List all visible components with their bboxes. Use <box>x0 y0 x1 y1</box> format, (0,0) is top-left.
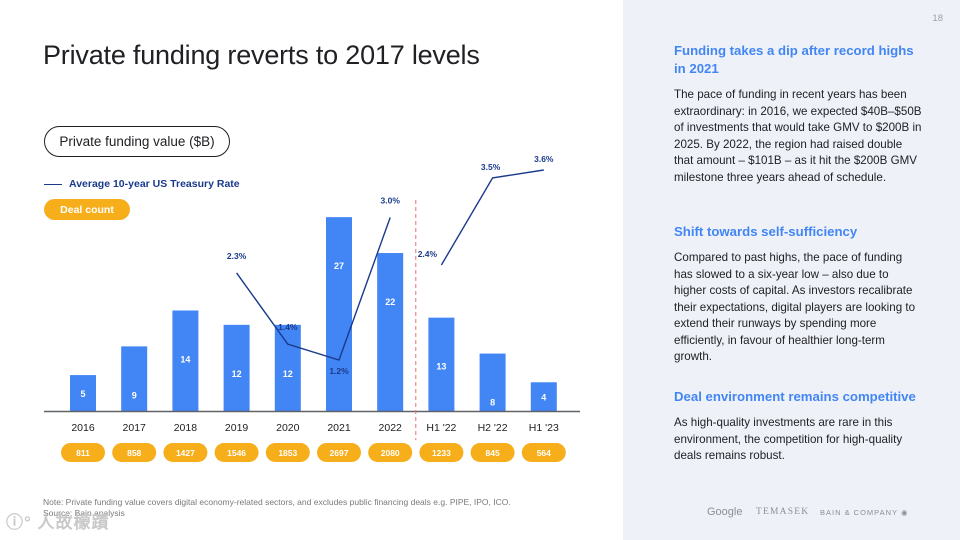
deal-count-value: 1546 <box>227 448 246 458</box>
category-label-2018: 2018 <box>174 422 198 434</box>
category-label-2016: 2016 <box>71 422 95 434</box>
watermark: ⓘ° 人故檬蹟 <box>6 513 110 532</box>
treasury-rate-label: 3.6% <box>534 154 554 164</box>
section-body: Compared to past highs, the pace of fund… <box>674 251 916 363</box>
commentary-section-deal-environment: Deal environment remains competitive As … <box>674 388 924 465</box>
treasury-rate-label: 1.4% <box>278 322 298 332</box>
bar-value-label: 22 <box>385 297 395 307</box>
bar-H2 '22 <box>479 353 506 411</box>
footnote: Note: Private funding value covers digit… <box>43 497 511 518</box>
deal-count-value: 858 <box>127 448 141 458</box>
deal-count-pill-2018 <box>163 443 208 462</box>
footnote-note: Note: Private funding value covers digit… <box>43 497 511 507</box>
footnote-source: Source: Bain analysis <box>43 507 125 518</box>
metric-pill: Private funding value ($B) <box>44 126 230 157</box>
bar-value-label: 8 <box>490 398 495 408</box>
deal-count-pill-H1 '22 <box>419 443 464 462</box>
treasury-rate-label: 3.5% <box>481 162 501 172</box>
bar-2017 <box>121 346 148 411</box>
temasek-logo: TEMASEK <box>756 507 810 517</box>
bar-H1 '22 <box>428 317 455 411</box>
deal-count-pill-H1 '23 <box>521 443 566 462</box>
deal-count-pill-2019 <box>214 443 259 462</box>
deal-count-value: 2080 <box>381 448 400 458</box>
deal-count-value: 2697 <box>330 448 349 458</box>
category-label-2019: 2019 <box>225 422 249 434</box>
deal-count-value: 845 <box>486 448 500 458</box>
bar-2019 <box>223 324 250 411</box>
bar-H1 '23 <box>530 382 557 411</box>
commentary-panel: 18 Funding takes a dip after record high… <box>623 0 960 540</box>
deal-count-pill-2022 <box>368 443 413 462</box>
deal-count-value: 1427 <box>176 448 195 458</box>
deal-count-pill-2017 <box>112 443 157 462</box>
treasury-rate-label: 2.3% <box>227 251 247 261</box>
commentary-section-funding-dip: Funding takes a dip after record highs i… <box>674 42 924 186</box>
category-label-2021: 2021 <box>327 422 351 434</box>
bain-logo: BAIN & COMPANY ◉ <box>820 508 909 517</box>
bar-value-label: 13 <box>436 362 446 372</box>
bar-2018 <box>172 310 199 411</box>
deal-count-value: 811 <box>76 448 90 458</box>
treasury-rate-label: 1.2% <box>329 366 349 376</box>
chart-panel: Private funding reverts to 2017 levels P… <box>6 40 580 532</box>
category-label-H1 '23: H1 '23 <box>529 422 559 434</box>
deal-count-pill-H2 '22 <box>470 443 515 462</box>
bar-2021 <box>326 217 352 411</box>
section-body: As high-quality investments are rare in … <box>674 416 903 462</box>
deal-count-value: 1853 <box>278 448 297 458</box>
section-body: The pace of funding in recent years has … <box>674 88 922 184</box>
category-label-H1 '22: H1 '22 <box>426 422 456 434</box>
legend-deal-count: Deal count <box>44 199 130 220</box>
treasury-rate-line-1 <box>236 217 391 361</box>
bar-2020 <box>274 324 301 411</box>
section-heading: Deal environment remains competitive <box>674 389 916 404</box>
section-heading: Funding takes a dip after record highs i… <box>674 43 914 76</box>
google-logo: Google <box>707 506 743 518</box>
deal-count-pill-2020 <box>265 443 310 462</box>
deal-count-pill-2021 <box>317 443 361 462</box>
deal-count-value: 1233 <box>432 448 451 458</box>
bar-value-label: 5 <box>80 389 85 399</box>
bar-2016 <box>70 375 96 411</box>
deal-count-value: 564 <box>537 448 551 458</box>
legend-line-swatch <box>44 184 62 185</box>
section-heading: Shift towards self-sufficiency <box>674 224 858 239</box>
bar-value-label: 9 <box>132 390 137 400</box>
partner-logos: Google TEMASEK BAIN & COMPANY ◉ <box>707 506 937 520</box>
legend-line-label: Average 10-year US Treasury Rate <box>69 178 240 190</box>
category-label-H2 '22: H2 '22 <box>478 422 508 434</box>
bar-value-label: 12 <box>283 369 293 379</box>
deal-count-pill-2016 <box>61 443 105 462</box>
treasury-rate-label: 3.0% <box>381 196 401 206</box>
funding-bar-chart: 5 9 14 12 12 27 22 13 8 4 2016 2017 2018 2019 2020 2021… <box>44 154 580 462</box>
treasury-rate-line-2 <box>440 169 544 266</box>
category-label-2020: 2020 <box>276 422 300 434</box>
bar-value-label: 27 <box>334 261 344 271</box>
bar-2022 <box>377 253 404 411</box>
category-label-2017: 2017 <box>123 422 147 434</box>
commentary-section-self-sufficiency: Shift towards self-sufficiency Compared … <box>674 223 924 366</box>
page-number: 18 <box>932 13 943 24</box>
treasury-rate-label: 2.4% <box>418 249 438 259</box>
bar-value-label: 12 <box>232 369 242 379</box>
category-label-2022: 2022 <box>379 422 403 434</box>
bar-value-label: 4 <box>541 393 546 403</box>
bar-value-label: 14 <box>180 354 190 364</box>
page-title: Private funding reverts to 2017 levels <box>43 40 480 70</box>
